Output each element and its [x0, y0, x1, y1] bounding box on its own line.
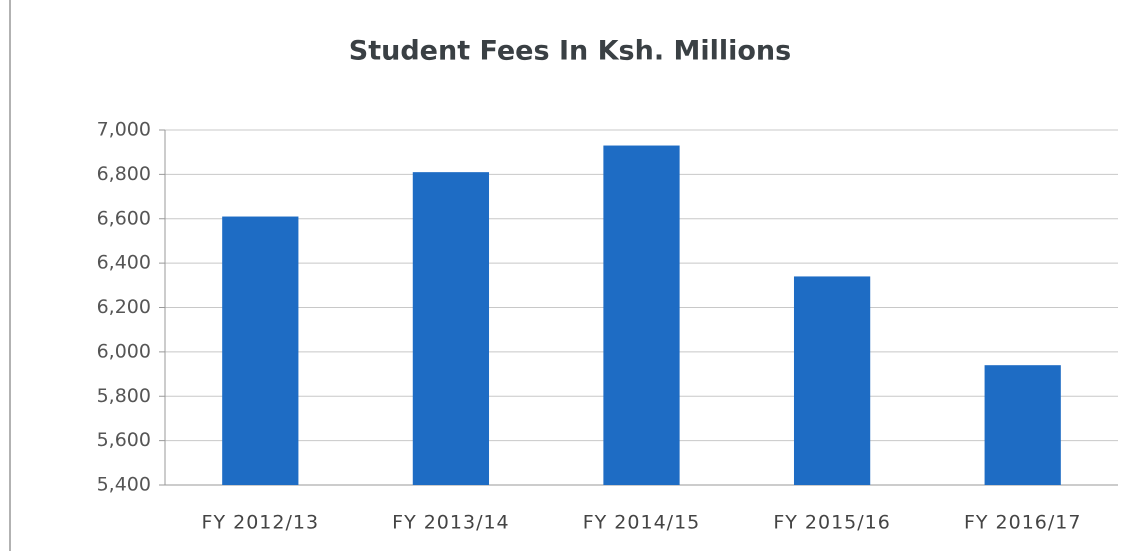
y-tick-label: 6,200	[97, 296, 151, 318]
y-tick-label: 6,800	[97, 163, 151, 185]
y-tick-label: 5,600	[97, 429, 151, 451]
x-tick-label: FY 2016/17	[964, 512, 1082, 534]
bar	[793, 276, 871, 485]
chart-title: Student Fees In Ksh. Millions	[349, 36, 791, 67]
y-tick-label: 5,800	[97, 385, 151, 407]
bar	[984, 365, 1061, 485]
y-tick-label: 6,000	[97, 340, 151, 362]
x-tick-label: FY 2013/14	[392, 512, 510, 534]
y-tick-label: 7,000	[97, 119, 151, 141]
x-tick-label: FY 2012/13	[202, 512, 320, 534]
x-tick-label: FY 2015/16	[773, 512, 891, 534]
bar	[603, 145, 680, 485]
y-tick-label: 6,600	[97, 207, 151, 229]
bar	[222, 216, 299, 485]
y-tick-label: 5,400	[97, 474, 151, 496]
bar	[412, 172, 490, 485]
y-tick-label: 6,400	[97, 252, 151, 274]
x-tick-label: FY 2014/15	[583, 512, 701, 534]
